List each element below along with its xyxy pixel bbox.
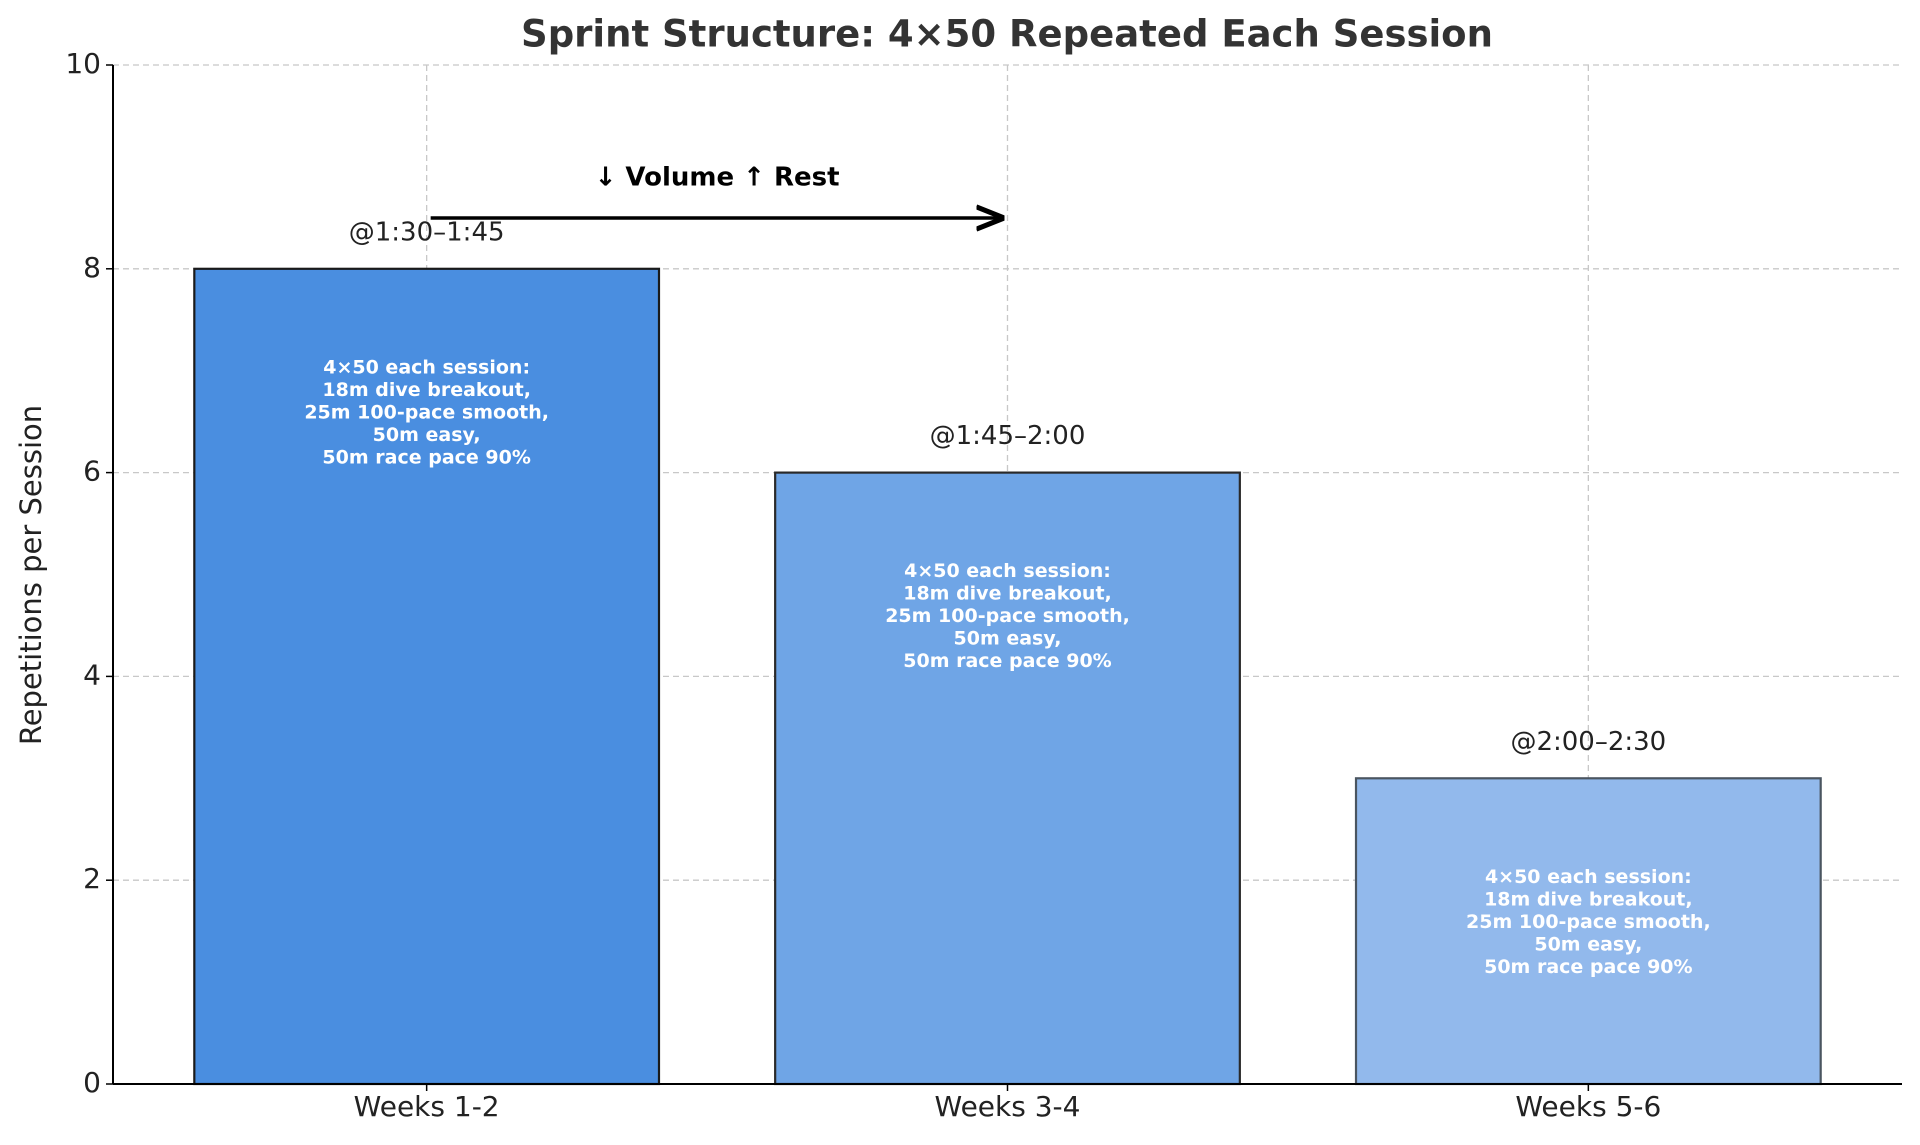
y-axis-label: Repetitions per Session bbox=[14, 405, 48, 745]
y-tick-label: 0 bbox=[83, 1066, 101, 1099]
bar bbox=[193, 267, 661, 1086]
bar-note: 25m 100-pace smooth, bbox=[1466, 911, 1711, 933]
x-tick-label: Weeks 3-4 bbox=[935, 1090, 1081, 1123]
annotation: ↓ Volume ↑ Rest bbox=[595, 163, 840, 193]
bar-note: 4×50 each session: bbox=[323, 356, 530, 378]
value-label: @1:45–2:00 bbox=[930, 421, 1086, 451]
bar-note: 50m race pace 90% bbox=[903, 650, 1111, 672]
y-tick-label: 2 bbox=[83, 862, 101, 895]
y-tick-label: 4 bbox=[83, 658, 101, 691]
bar-note: 25m 100-pace smooth, bbox=[304, 401, 549, 423]
y-tick-label: 8 bbox=[83, 251, 101, 284]
bar-note: 50m easy, bbox=[373, 424, 481, 446]
x-tick-label: Weeks 5-6 bbox=[1515, 1090, 1661, 1123]
bar-note: 50m race pace 90% bbox=[1484, 956, 1692, 978]
bar-note: 18m dive breakout, bbox=[903, 583, 1112, 605]
bar-note: 25m 100-pace smooth, bbox=[885, 605, 1130, 627]
bars bbox=[193, 267, 1822, 1086]
bar-note: 4×50 each session: bbox=[1485, 866, 1692, 888]
bar-note: 18m dive breakout, bbox=[1484, 888, 1693, 910]
bar-note: 50m easy, bbox=[954, 628, 1062, 650]
value-label: @1:30–1:45 bbox=[349, 217, 505, 247]
bar bbox=[1354, 777, 1822, 1086]
bar-note: 4×50 each session: bbox=[904, 560, 1111, 582]
value-label: @2:00–2:30 bbox=[1510, 727, 1666, 757]
bar-note: 50m race pace 90% bbox=[322, 446, 530, 468]
y-tick-label: 10 bbox=[65, 47, 101, 80]
bar-note: 18m dive breakout, bbox=[322, 379, 531, 401]
chart-title: Sprint Structure: 4×50 Repeated Each Ses… bbox=[521, 13, 1493, 56]
x-tick-label: Weeks 1-2 bbox=[354, 1090, 500, 1123]
bar-note: 50m easy, bbox=[1534, 933, 1642, 955]
y-tick-label: 6 bbox=[83, 455, 101, 488]
